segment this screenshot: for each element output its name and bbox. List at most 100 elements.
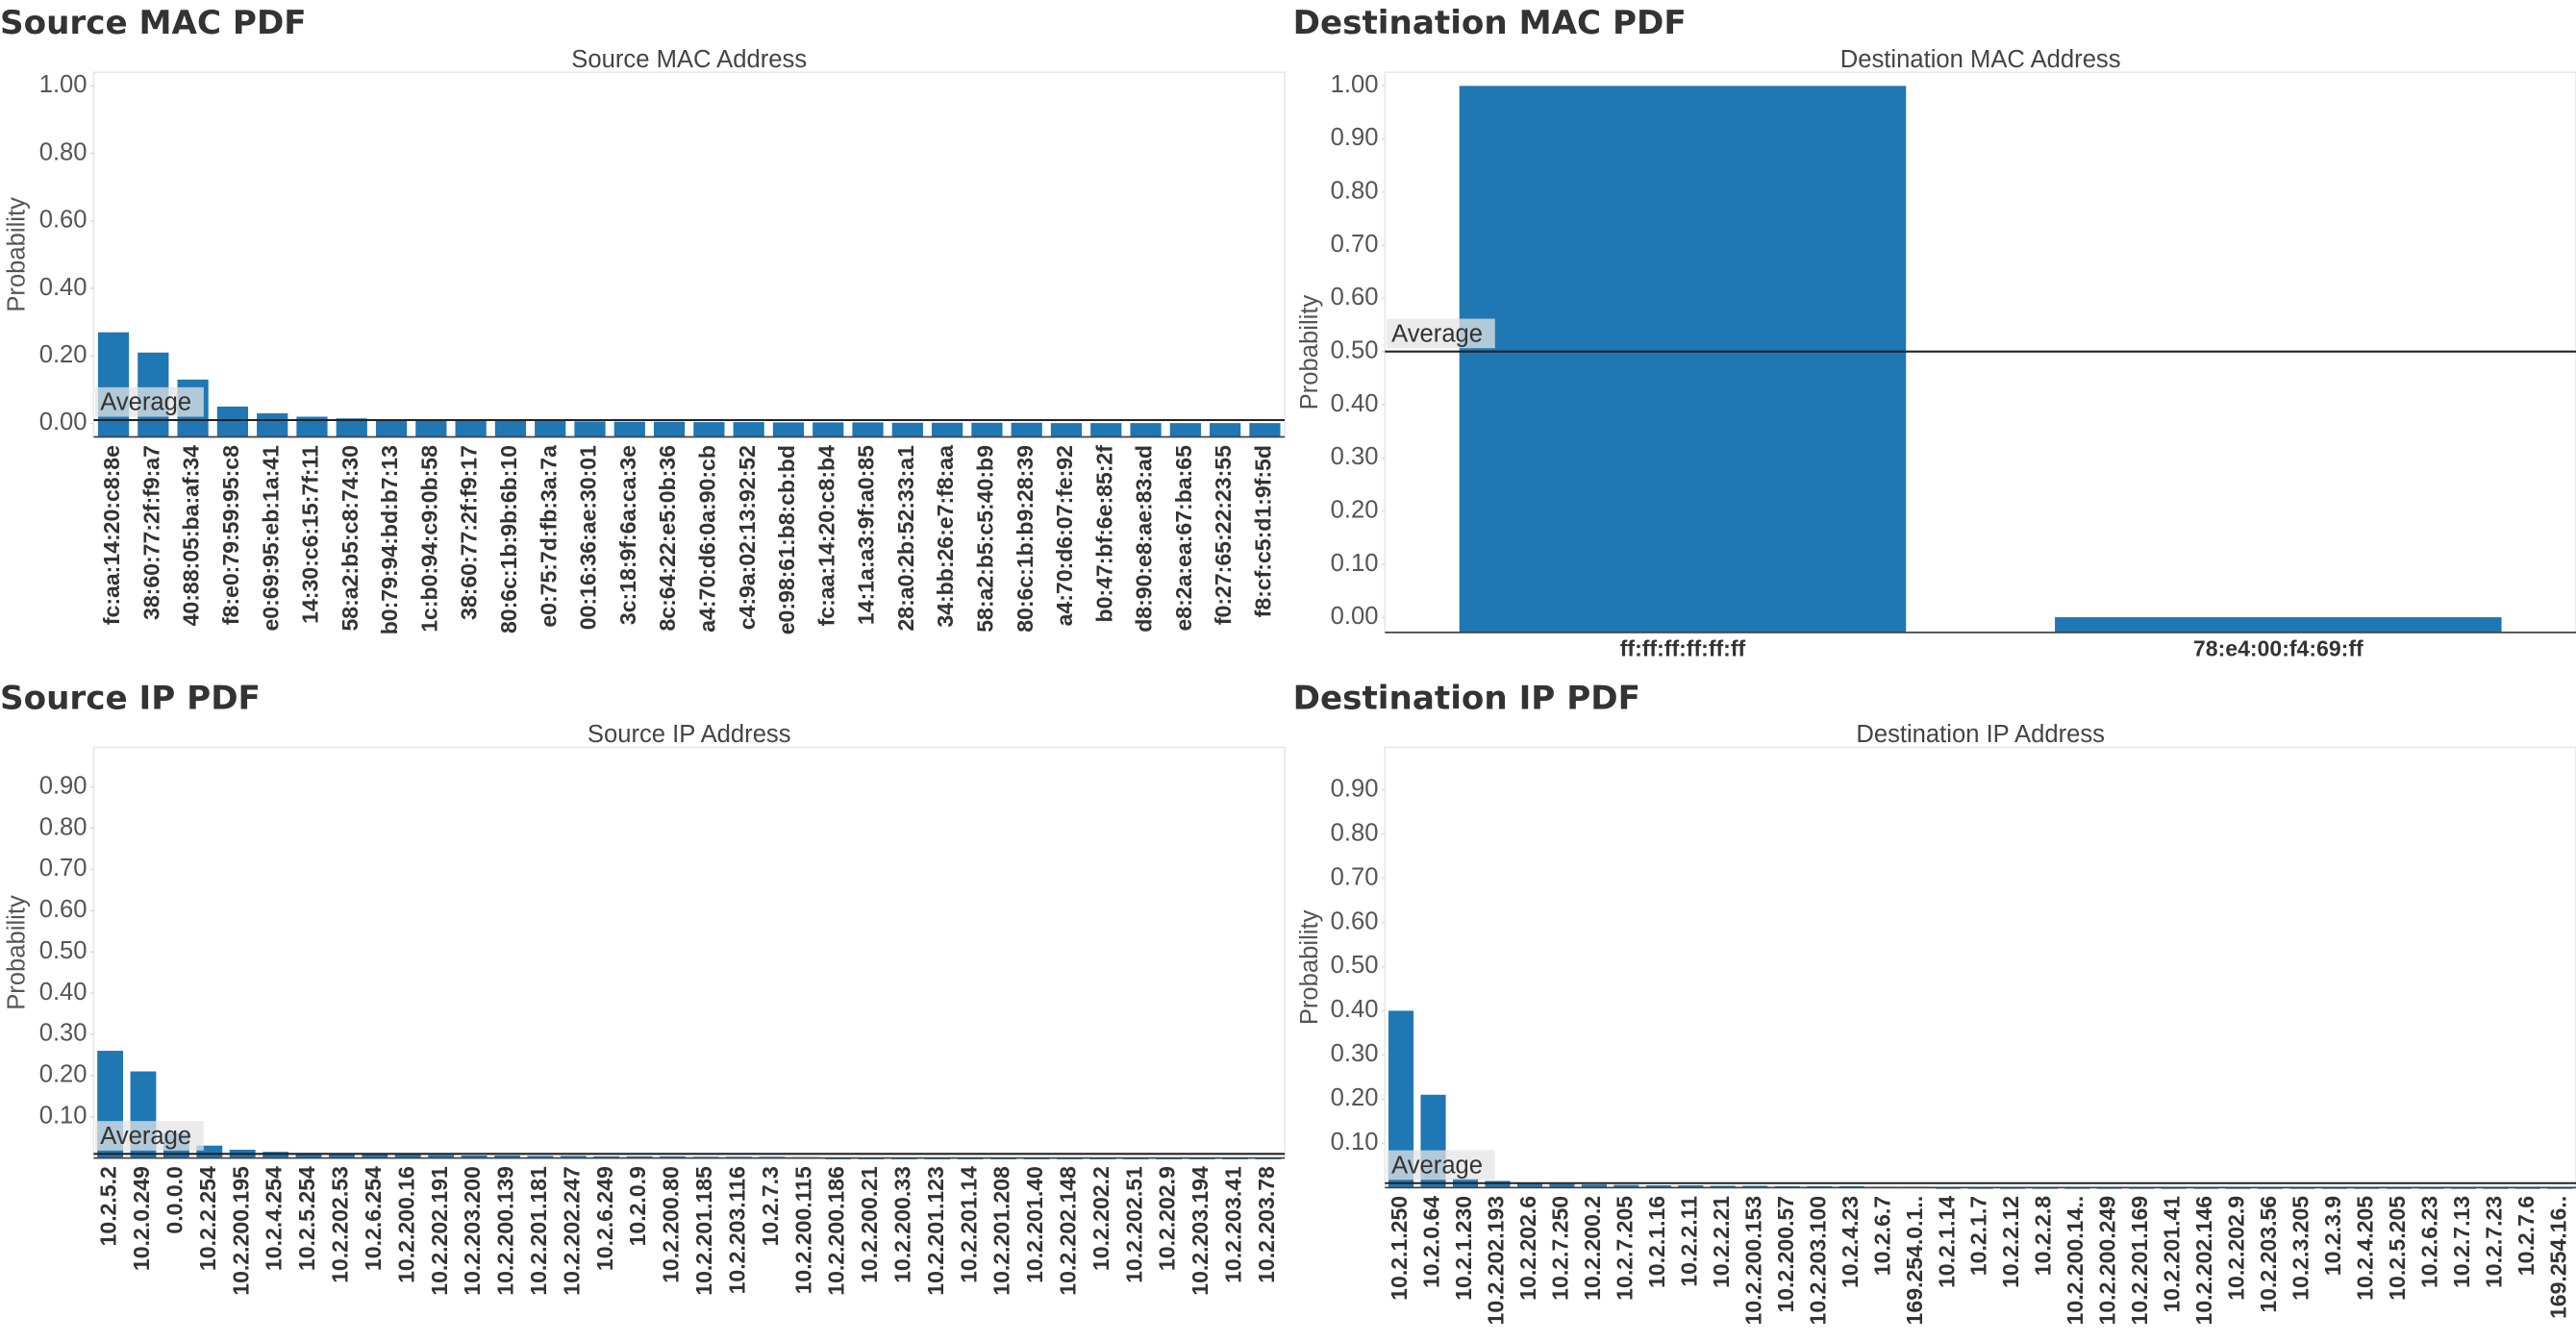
- bar: [1485, 1180, 1511, 1188]
- x-tick-label: 10.2.200.80: [659, 1166, 684, 1283]
- x-tick-label: 10.2.7.23: [2481, 1196, 2506, 1288]
- bar: [1459, 86, 1907, 633]
- chart-title: Destination MAC PDF: [1293, 4, 1687, 42]
- x-tick-label: 10.2.201.14: [956, 1166, 981, 1283]
- bar: [455, 420, 487, 437]
- bar: [415, 419, 447, 437]
- x-tick-label: 10.2.202.6: [1515, 1196, 1540, 1301]
- x-tick-label: 10.2.1.230: [1451, 1196, 1476, 1301]
- y-tick-label: 0.10: [1331, 550, 1379, 577]
- x-tick-label: 10.2.200.57: [1773, 1196, 1798, 1313]
- x-tick-label: 10.2.200.14..: [2063, 1196, 2088, 1326]
- x-tick-label: 10.2.201.169: [2127, 1196, 2152, 1326]
- x-tick-label: 10.2.3.205: [2288, 1196, 2313, 1301]
- x-tick-label: 10.2.202.247: [559, 1166, 584, 1296]
- x-tick-label: e8:2a:ea:67:ba:65: [1171, 445, 1196, 632]
- average-label: Average: [1391, 1152, 1483, 1179]
- x-tick-label: 14:1a:a3:9f:a0:85: [854, 445, 879, 625]
- x-tick-label: 10.2.203.116: [724, 1166, 749, 1294]
- x-tick-label: 10.2.203.100: [1805, 1196, 1830, 1326]
- x-tick-label: 8c:64:22:e5:0b:36: [655, 445, 680, 631]
- y-tick-label: 0.20: [1331, 496, 1379, 523]
- x-tick-label: 10.2.2.8: [2031, 1196, 2056, 1276]
- y-axis-label: Probability: [1296, 295, 1323, 410]
- x-tick-label: 10.2.5.2: [96, 1166, 121, 1246]
- y-tick-label: 0.80: [1331, 177, 1379, 204]
- x-tick-label: e0:69:95:eb:1a:41: [258, 445, 283, 632]
- average-label-bg: [95, 386, 204, 417]
- bar: [772, 422, 805, 437]
- x-tick-label: 14:30:c6:15:7f:11: [298, 445, 323, 624]
- x-tick-label: 10.2.202.193: [1484, 1196, 1509, 1326]
- bar: [693, 422, 725, 437]
- y-tick-label: 0.80: [1331, 819, 1379, 846]
- bar: [733, 422, 764, 437]
- y-tick-label: 0.50: [1331, 952, 1379, 979]
- bar: [535, 421, 566, 437]
- x-tick-label: ff:ff:ff:ff:ff:ff: [1620, 636, 1746, 661]
- x-tick-label: 58:a2:b5:c8:74:30: [338, 445, 363, 631]
- bar: [1549, 1183, 1575, 1188]
- x-tick-label: 10.2.7.205: [1612, 1196, 1637, 1301]
- x-tick-label: fc:aa:14:20:c8:b4: [813, 445, 838, 626]
- x-tick-label: 10.2.5.254: [294, 1166, 319, 1271]
- bar: [574, 421, 606, 437]
- chart-title: Source IP PDF: [0, 679, 261, 717]
- x-tick-label: 10.2.6.254: [361, 1166, 386, 1271]
- bar: [1516, 1182, 1543, 1188]
- x-tick-label: 40:88:05:ba:af:34: [179, 445, 204, 626]
- x-tick-label: 10.2.4.23: [1838, 1196, 1863, 1288]
- y-tick-label: 1.00: [39, 71, 88, 98]
- x-tick-label: 10.2.4.205: [2352, 1196, 2377, 1301]
- x-tick-label: 169.254.16..: [2545, 1196, 2570, 1319]
- x-tick-label: f0:27:65:22:23:55: [1211, 445, 1236, 625]
- x-tick-label: 10.2.5.205: [2385, 1196, 2410, 1301]
- plot-area: [92, 71, 1286, 438]
- x-tick-label: 10.2.202.146: [2191, 1196, 2216, 1326]
- bar: [394, 1155, 421, 1158]
- bar: [1090, 423, 1122, 437]
- x-tick-label: a4:70:d6:07:fe:92: [1052, 445, 1077, 626]
- y-tick-label: 0.30: [1331, 443, 1379, 470]
- x-tick-label: 10.2.200.153: [1740, 1196, 1765, 1326]
- chart-subtitle: Destination MAC Address: [1840, 46, 2121, 73]
- x-tick-label: 10.2.200.195: [228, 1166, 253, 1296]
- y-tick-label: 0.40: [39, 979, 88, 1006]
- bar: [1249, 423, 1281, 437]
- x-tick-label: 80:6c:1b:b9:28:39: [1013, 445, 1038, 633]
- x-tick-label: 10.2.0.249: [129, 1166, 154, 1271]
- average-label-bg: [95, 1121, 204, 1151]
- x-tick-label: 10.2.200.16: [393, 1166, 418, 1283]
- bar: [613, 421, 645, 437]
- bar: [560, 1156, 587, 1158]
- x-tick-label: 00:16:36:ae:30:01: [576, 445, 601, 630]
- x-tick-label: 10.2.2.11: [1676, 1196, 1701, 1287]
- y-tick-label: 0.50: [39, 937, 88, 964]
- x-tick-label: 10.2.200.186: [824, 1166, 849, 1296]
- x-tick-label: fc:aa:14:20:c8:8e: [99, 445, 124, 625]
- x-tick-label: 10.2.202.9: [1155, 1166, 1180, 1271]
- x-tick-label: 10.2.4.254: [262, 1166, 287, 1271]
- bar: [1169, 423, 1201, 437]
- y-tick-label: 0.20: [39, 341, 88, 368]
- y-tick-label: 0.30: [1331, 1040, 1379, 1067]
- bar: [527, 1156, 554, 1158]
- x-tick-label: 10.2.200.21: [857, 1166, 882, 1283]
- y-tick-label: 0.60: [1331, 907, 1379, 934]
- x-tick-label: c4:9a:02:13:92:52: [735, 445, 760, 630]
- x-tick-label: 10.2.200.139: [493, 1166, 518, 1296]
- bar: [660, 1156, 686, 1158]
- bar: [428, 1155, 455, 1158]
- x-tick-label: 38:60:77:2f:f9:17: [457, 445, 482, 620]
- y-tick-label: 0.00: [39, 409, 88, 435]
- y-tick-label: 0.40: [39, 274, 88, 301]
- x-tick-label: d8:90:e8:ae:83:ad: [1132, 445, 1157, 633]
- bar: [257, 412, 288, 437]
- x-tick-label: f8:cf:c5:d1:9f:5d: [1251, 445, 1276, 617]
- x-tick-label: b0:47:bf:6e:85:2f: [1091, 445, 1116, 623]
- x-tick-label: 10.2.201.123: [923, 1166, 948, 1296]
- x-tick-label: 10.2.0.9: [625, 1166, 650, 1246]
- x-tick-label: 10.2.3.9: [2320, 1196, 2345, 1276]
- chart-subtitle: Source MAC Address: [571, 46, 807, 73]
- bar: [813, 422, 844, 437]
